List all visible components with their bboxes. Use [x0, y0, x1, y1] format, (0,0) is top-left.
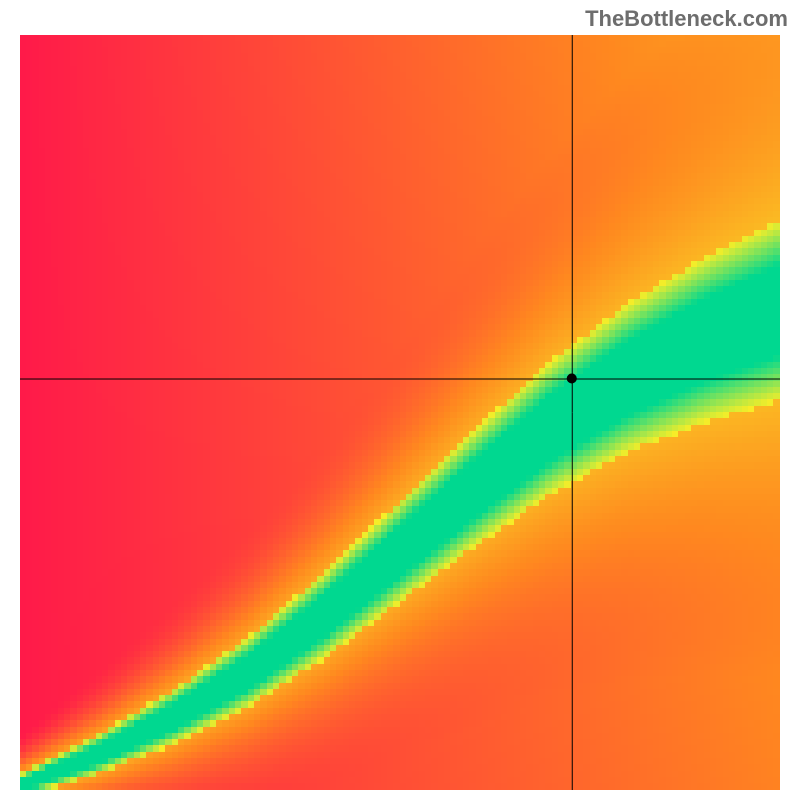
bottleneck-heatmap	[20, 35, 780, 790]
watermark-text: TheBottleneck.com	[585, 6, 788, 32]
